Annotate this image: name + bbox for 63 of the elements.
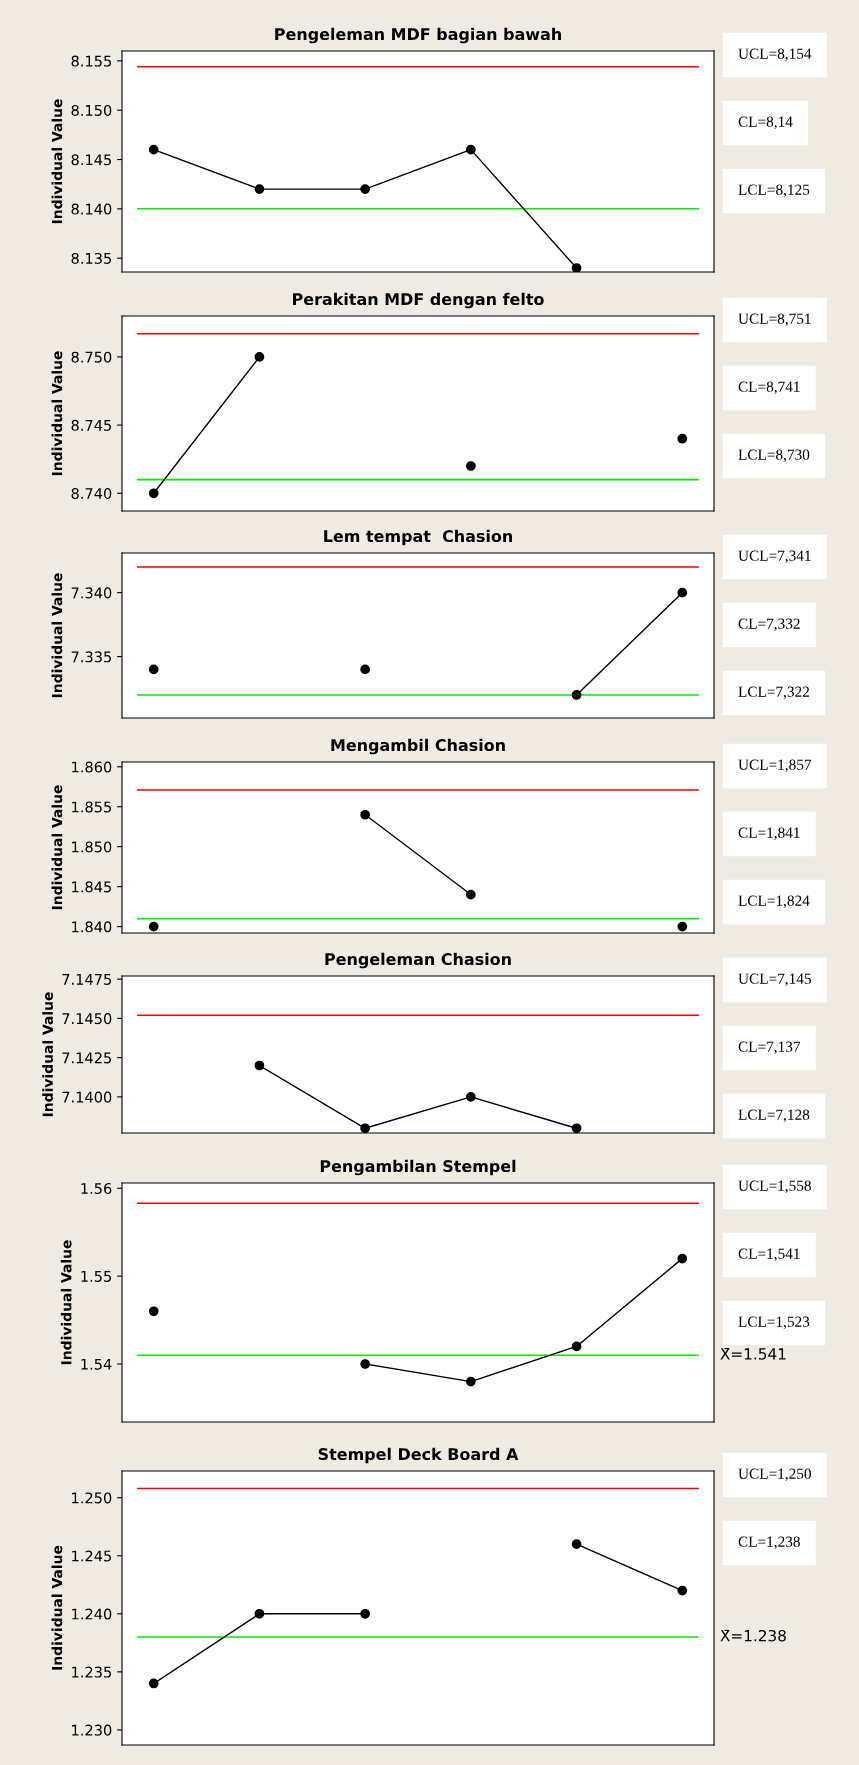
text: CL=8,14 (738, 116, 793, 130)
text: UCL=7,145 (738, 973, 811, 987)
y-tick-label: 1.245 (72, 1550, 111, 1562)
y-tick-label: 8.155 (71, 55, 111, 67)
y-axis-title: Individual Value (51, 99, 63, 224)
y-tick-label: 8.145 (71, 154, 111, 166)
y-tick-label: 1.54 (81, 1358, 112, 1370)
text: CL=1,541 (738, 1248, 800, 1262)
chart-title: Mengambil Chasion (331, 738, 505, 755)
text: UCL=1,558 (738, 1180, 811, 1194)
text: CL=7,332 (738, 618, 800, 632)
text: CL=1,238 (738, 1536, 800, 1550)
y-tick-label: 1.845 (72, 881, 111, 893)
text: UCL=1,250 (738, 1468, 811, 1482)
text: UCL=8,154 (738, 48, 812, 62)
y-tick-label: 8.150 (71, 104, 112, 116)
y-tick-label: 1.855 (72, 801, 111, 813)
y-axis-title: Individual Value (51, 785, 63, 910)
text: LCL=1,824 (738, 895, 810, 909)
chart-title: Pengeleman Chasion (325, 952, 511, 969)
y-tick-label: 1.840 (72, 921, 112, 933)
ref-line-label: X̄=1.541 (720, 1348, 786, 1360)
y-tick-label: 7.1425 (62, 1052, 111, 1064)
ref-line-label: X̄=1.238 (720, 1629, 786, 1642)
text: LCL=8,125 (738, 184, 810, 198)
y-tick-label: 8.140 (71, 203, 112, 215)
y-tick-label: 7.335 (71, 651, 111, 663)
chart-title: Pengeleman MDF bagian bawah (275, 27, 561, 44)
y-axis-title: Individual Value (51, 573, 63, 698)
y-tick-label: 8.745 (71, 419, 111, 431)
y-tick-label: 7.1400 (62, 1091, 112, 1103)
y-tick-label: 8.740 (71, 487, 112, 500)
chart-title: Stempel Deck Board A (318, 1447, 519, 1464)
y-tick-label: 1.860 (72, 761, 112, 773)
y-tick-label: 7.1450 (62, 1013, 112, 1025)
text: CL=7,137 (738, 1041, 801, 1055)
y-tick-label: 1.230 (72, 1724, 112, 1736)
y-tick-label: 1.55 (81, 1271, 111, 1282)
text: CL=1,841 (738, 827, 800, 841)
text: UCL=8,751 (738, 313, 811, 327)
chart-title: Perakitan MDF dengan felto (293, 292, 544, 309)
text: UCL=7,341 (738, 550, 811, 564)
y-tick-label: 1.235 (72, 1666, 111, 1678)
y-axis-title: Individual Value (51, 1545, 63, 1670)
y-axis-title: Individual Value (42, 992, 53, 1117)
text: LCL=7,322 (738, 686, 809, 700)
y-tick-label: 7.340 (71, 587, 112, 599)
text: LCL=1,523 (738, 1316, 810, 1330)
y-tick-label: 1.240 (72, 1608, 112, 1620)
text: LCL=8,730 (738, 449, 810, 463)
y-axis-title: Individual Value (60, 1240, 72, 1365)
text: UCL=1,857 (738, 759, 812, 773)
y-tick-label: 8.135 (71, 252, 111, 264)
y-tick-label: 7.1475 (62, 974, 111, 985)
text: CL=8,741 (738, 381, 800, 395)
chart-title: Lem tempat Chasion (324, 529, 512, 546)
text: LCL=7,128 (738, 1109, 810, 1123)
y-tick-label: 8.750 (71, 351, 112, 363)
y-tick-label: 1.56 (81, 1182, 112, 1195)
y-tick-label: 1.250 (72, 1492, 112, 1504)
y-tick-label: 1.850 (72, 841, 112, 853)
chart-title: Pengambilan Stempel (320, 1159, 516, 1176)
y-axis-title: Individual Value (51, 351, 63, 476)
